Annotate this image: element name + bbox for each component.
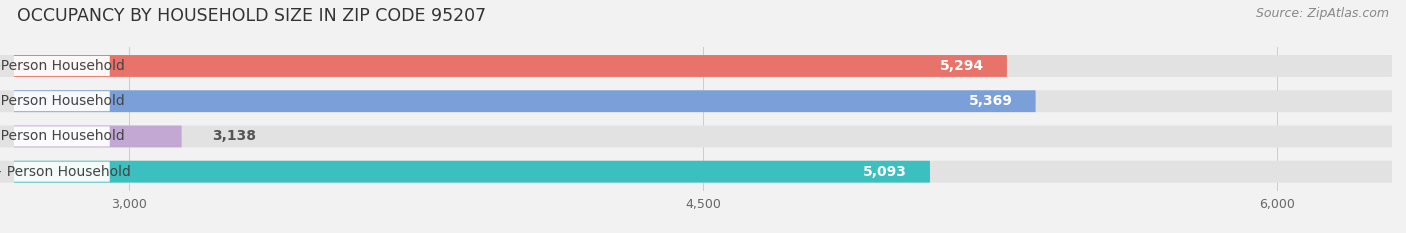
Text: 3-Person Household: 3-Person Household [0, 130, 125, 144]
FancyBboxPatch shape [0, 90, 1036, 112]
Text: 5,093: 5,093 [863, 165, 907, 179]
FancyBboxPatch shape [0, 161, 1392, 183]
Text: 5,294: 5,294 [939, 59, 984, 73]
FancyBboxPatch shape [0, 90, 1392, 112]
FancyBboxPatch shape [3, 162, 110, 182]
FancyBboxPatch shape [3, 127, 110, 147]
Text: 1-Person Household: 1-Person Household [0, 59, 125, 73]
Text: Source: ZipAtlas.com: Source: ZipAtlas.com [1256, 7, 1389, 20]
Text: 4+ Person Household: 4+ Person Household [0, 165, 131, 179]
FancyBboxPatch shape [0, 126, 1392, 147]
Text: 3,138: 3,138 [212, 130, 256, 144]
FancyBboxPatch shape [3, 91, 110, 111]
Text: OCCUPANCY BY HOUSEHOLD SIZE IN ZIP CODE 95207: OCCUPANCY BY HOUSEHOLD SIZE IN ZIP CODE … [17, 7, 486, 25]
FancyBboxPatch shape [3, 56, 110, 76]
FancyBboxPatch shape [0, 55, 1392, 77]
Text: 5,369: 5,369 [969, 94, 1012, 108]
Text: 2-Person Household: 2-Person Household [0, 94, 125, 108]
FancyBboxPatch shape [0, 161, 929, 183]
FancyBboxPatch shape [0, 55, 1007, 77]
FancyBboxPatch shape [0, 126, 181, 147]
